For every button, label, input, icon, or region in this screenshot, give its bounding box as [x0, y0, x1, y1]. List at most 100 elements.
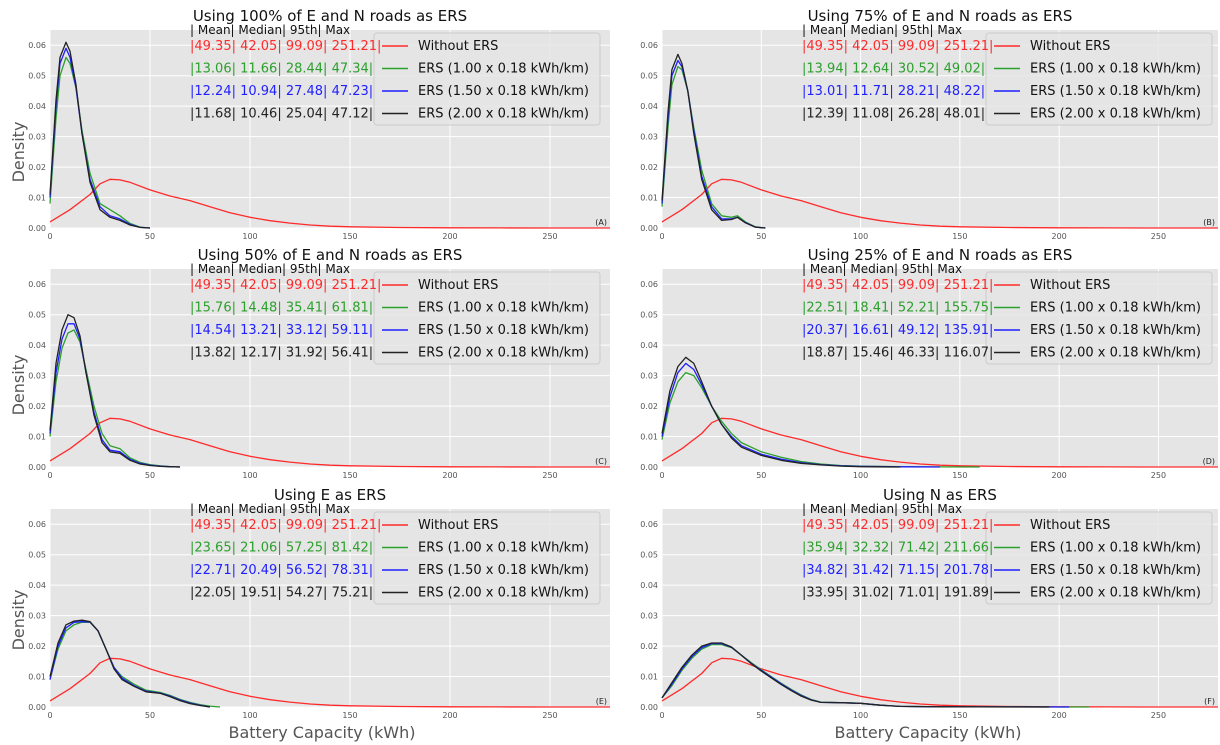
- panel-label: (C): [595, 457, 607, 466]
- x-tick-label: 150: [342, 711, 357, 720]
- x-tick-label: 50: [145, 471, 155, 480]
- legend-label: Without ERS: [1030, 39, 1110, 54]
- chart-panel: 0.00 0.01 0.02 0.03 0.04 0.05 0.06 0 50 100 150 200…: [640, 7, 1218, 241]
- series-line: [661, 178, 1218, 229]
- chart-panel: 0.00 0.01 0.02 0.03 0.04 0.05 0.06 0 50 100 150 200…: [640, 486, 1218, 720]
- x-tick-label: 0: [47, 711, 52, 720]
- y-tick-label: 0.00: [640, 463, 658, 472]
- y-tick-label: 0.01: [28, 433, 46, 442]
- y-tick-label: 0.04: [640, 581, 658, 590]
- stats-row: |49.35| 42.05| 99.09| 251.21|: [190, 518, 381, 533]
- y-tick-label: 0.05: [640, 72, 658, 81]
- series-line: [49, 417, 610, 468]
- x-axis-label: Battery Capacity (kWh): [834, 723, 1021, 742]
- y-tick-label: 0.00: [28, 224, 46, 233]
- y-tick-label: 0.04: [28, 341, 46, 350]
- series-line: [49, 56, 151, 229]
- y-tick-label: 0.05: [28, 72, 46, 81]
- stats-row: |13.06| 11.66| 28.44| 47.34|: [190, 62, 373, 77]
- x-tick-label: 250: [542, 711, 557, 720]
- y-tick-label: 0.03: [28, 612, 46, 621]
- y-tick-label: 0.01: [28, 673, 46, 682]
- x-tick-label: 150: [952, 711, 967, 720]
- stats-header: | Mean| Median| 95th| Max: [190, 502, 350, 516]
- stats-header: | Mean| Median| 95th| Max: [190, 23, 350, 37]
- legend-box: [373, 32, 601, 126]
- y-tick-label: 0.02: [640, 163, 658, 172]
- chart-panel: 0.00 0.01 0.02 0.03 0.04 0.05 0.06 0 50 100 150 200…: [640, 246, 1218, 480]
- y-tick-label: 0.06: [640, 41, 658, 50]
- stats-row: |14.54| 13.21| 33.12| 59.11|: [190, 323, 373, 338]
- stats-row: |22.05| 19.51| 54.27| 75.21|: [190, 586, 373, 601]
- chart-title: Using N as ERS: [883, 486, 997, 504]
- x-tick-label: 100: [242, 711, 257, 720]
- legend-label: ERS (1.00 x 0.18 kWh/km): [418, 541, 589, 556]
- legend-label: ERS (2.00 x 0.18 kWh/km): [418, 107, 589, 122]
- stats-row: |18.87| 15.46| 46.33| 116.07|: [802, 346, 993, 361]
- x-tick-label: 50: [756, 711, 766, 720]
- series-line: [661, 356, 901, 468]
- legend-box: [985, 511, 1213, 605]
- chart-title: Using 75% of E and N roads as ERS: [808, 7, 1073, 25]
- y-tick-label: 0.02: [640, 642, 658, 651]
- stats-row: |34.82| 31.42| 71.15| 201.78|: [802, 563, 993, 578]
- legend-label: Without ERS: [1030, 518, 1110, 533]
- y-tick-label: 0.04: [640, 102, 658, 111]
- x-tick-label: 0: [659, 232, 664, 241]
- y-tick-label: 0.03: [28, 133, 46, 142]
- x-tick-label: 100: [853, 471, 868, 480]
- legend-box: [985, 32, 1213, 126]
- stats-row: |15.76| 14.48| 35.41| 61.81|: [190, 301, 373, 316]
- stats-header: | Mean| Median| 95th| Max: [802, 502, 962, 516]
- x-tick-label: 250: [1151, 711, 1166, 720]
- x-tick-label: 250: [1151, 232, 1166, 241]
- x-tick-label: 150: [952, 471, 967, 480]
- legend-label: ERS (2.00 x 0.18 kWh/km): [418, 346, 589, 361]
- panel-label: (F): [1204, 697, 1215, 706]
- y-tick-label: 0.05: [640, 551, 658, 560]
- series-line: [661, 642, 1050, 708]
- legend-label: ERS (1.50 x 0.18 kWh/km): [418, 563, 589, 578]
- chart-title: Using 50% of E and N roads as ERS: [198, 246, 463, 264]
- x-tick-label: 50: [756, 471, 766, 480]
- x-tick-label: 0: [47, 232, 52, 241]
- y-tick-label: 0.06: [28, 520, 46, 529]
- x-tick-label: 150: [342, 232, 357, 241]
- y-tick-label: 0.06: [640, 280, 658, 289]
- legend-label: Without ERS: [418, 39, 498, 54]
- legend-label: ERS (1.00 x 0.18 kWh/km): [1030, 541, 1201, 556]
- series-line: [49, 178, 610, 229]
- x-tick-label: 100: [242, 471, 257, 480]
- stats-row: |13.82| 12.17| 31.92| 56.41|: [190, 346, 373, 361]
- y-tick-label: 0.05: [28, 311, 46, 320]
- x-tick-label: 50: [756, 232, 766, 241]
- legend-label: ERS (1.50 x 0.18 kWh/km): [1030, 563, 1201, 578]
- y-axis-label: Density: [9, 355, 28, 416]
- series-line: [49, 619, 211, 708]
- series-line: [49, 657, 610, 708]
- x-tick-label: 200: [1052, 232, 1067, 241]
- x-tick-label: 50: [145, 711, 155, 720]
- stats-row: |49.35| 42.05| 99.09| 251.21|: [802, 278, 993, 293]
- series-line: [49, 314, 181, 468]
- y-tick-label: 0.03: [640, 372, 658, 381]
- legend-label: ERS (2.00 x 0.18 kWh/km): [1030, 586, 1201, 601]
- x-tick-label: 250: [542, 232, 557, 241]
- panel-label: (A): [595, 218, 607, 227]
- stats-row: |49.35| 42.05| 99.09| 251.21|: [190, 278, 381, 293]
- stats-row: |13.94| 12.64| 30.52| 49.02|: [802, 62, 985, 77]
- y-tick-label: 0.02: [640, 402, 658, 411]
- y-tick-label: 0.05: [640, 311, 658, 320]
- legend-box: [373, 271, 601, 365]
- legend-label: ERS (2.00 x 0.18 kWh/km): [418, 586, 589, 601]
- x-axis-label: Battery Capacity (kWh): [228, 723, 415, 742]
- y-tick-label: 0.04: [28, 581, 46, 590]
- y-tick-label: 0.03: [640, 133, 658, 142]
- legend-label: ERS (1.00 x 0.18 kWh/km): [418, 62, 589, 77]
- y-tick-label: 0.00: [28, 463, 46, 472]
- panel-label: (D): [1203, 457, 1215, 466]
- legend-label: Without ERS: [1030, 278, 1110, 293]
- y-tick-label: 0.02: [28, 163, 46, 172]
- x-tick-label: 200: [442, 471, 457, 480]
